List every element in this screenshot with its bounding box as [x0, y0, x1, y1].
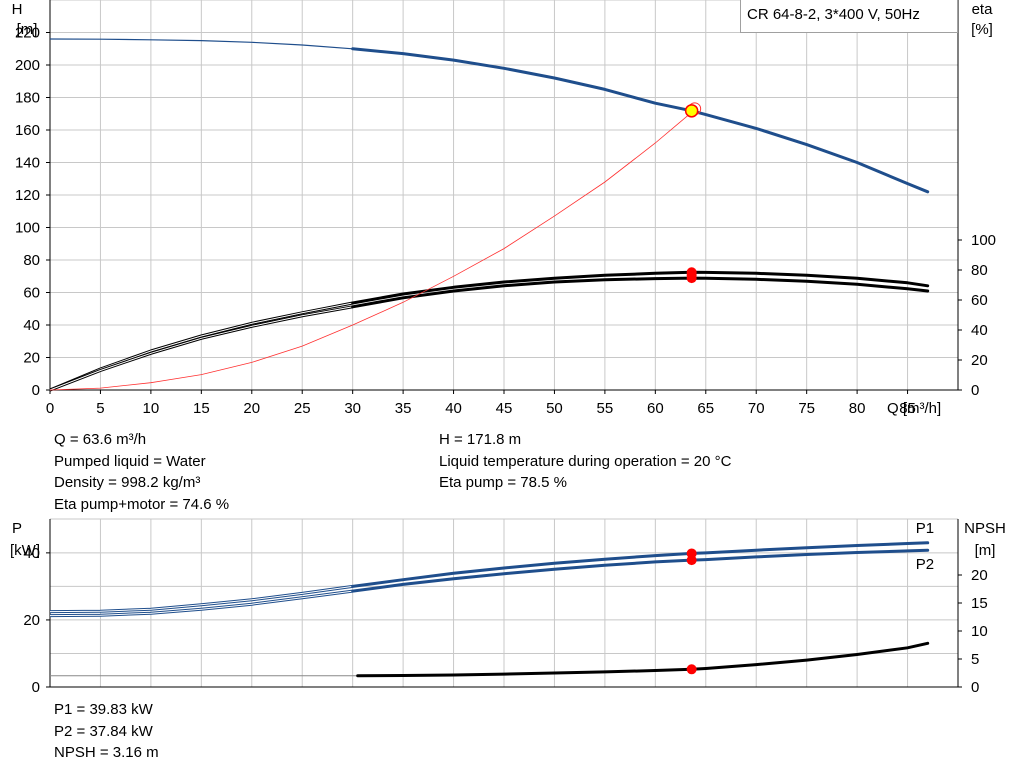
y-tick-label-left: 20	[23, 612, 40, 629]
y-tick-label-right: 5	[971, 651, 979, 668]
y-tick-label-left: 100	[15, 220, 40, 237]
y-tick-label-left: 60	[23, 285, 40, 302]
chart-title-box: CR 64-8-2, 3*400 V, 50Hz	[740, 0, 958, 33]
x-tick-label: 20	[243, 400, 260, 417]
y-axis-unit-left: [m]	[17, 21, 38, 38]
y-tick-label-left: 40	[23, 545, 40, 562]
y-tick-label-left: 40	[23, 317, 40, 334]
efficiency-marker	[686, 273, 697, 284]
x-tick-label: 45	[496, 400, 513, 417]
y-axis-label-right: NPSH	[964, 520, 1006, 537]
x-tick-label: 35	[395, 400, 412, 417]
duty-point-marker	[684, 104, 699, 118]
info-p2: P2 = 37.84 kW	[54, 722, 153, 740]
eta-total-curve-extrapolated-inner	[49, 306, 353, 391]
x-tick-label: 25	[294, 400, 311, 417]
x-tick-label: 15	[193, 400, 210, 417]
npsh-curve	[356, 641, 930, 678]
y-tick-label-right: 10	[971, 623, 988, 640]
info-liquid: Pumped liquid = Water	[54, 452, 206, 470]
y-axis-unit-right: [m]	[975, 542, 996, 559]
x-tick-label: 60	[647, 400, 664, 417]
head-chart-lines	[49, 38, 930, 392]
y-tick-label-left: 120	[15, 187, 40, 204]
info-flow: Q = 63.6 m³/h	[54, 431, 147, 448]
y-tick-label-right: 60	[971, 292, 988, 309]
info-npsh: NPSH = 3.16 m	[54, 744, 159, 761]
x-tick-label: 65	[697, 400, 714, 417]
x-tick-label: 40	[445, 400, 462, 417]
head-chart-frame	[46, 0, 962, 394]
y-axis-label-right: eta	[972, 1, 994, 18]
head-chart-markers	[684, 102, 702, 284]
info-p1: P1 = 39.83 kW	[54, 701, 153, 718]
system-curve	[49, 108, 696, 391]
p2-curve-extrapolated-inner	[49, 590, 353, 617]
y-tick-label-left: 200	[15, 57, 40, 74]
info-bottom: P1 = 39.83 kW P2 = 37.84 kW NPSH = 3.16 …	[54, 699, 159, 764]
y-axis-label-left: H	[12, 1, 23, 18]
y-tick-label-left: 220	[15, 25, 40, 42]
y-tick-label-right: 20	[971, 352, 988, 369]
power-chart-lines	[49, 541, 930, 678]
x-tick-label: 5	[96, 400, 104, 417]
eta-total-curve	[351, 276, 930, 309]
x-tick-label: 85	[899, 400, 916, 417]
operating-marker	[686, 664, 697, 675]
y-tick-label-right: 100	[971, 232, 996, 249]
y-tick-label-left: 80	[23, 252, 40, 269]
y-axis-unit-left: [kW]	[10, 542, 40, 559]
x-tick-label: 50	[546, 400, 563, 417]
y-axis-label-left: P	[12, 520, 22, 537]
y-tick-label-left: 180	[15, 90, 40, 107]
eta-pump-curve	[351, 270, 930, 305]
series-label-p2: P2	[916, 556, 934, 573]
y-tick-label-right: 80	[971, 262, 988, 279]
x-tick-label: 0	[46, 400, 54, 417]
info-top-left: Q = 63.6 m³/h Pumped liquid = Water Dens…	[54, 429, 229, 515]
head-chart-grid	[49, 0, 959, 391]
info-temperature: Liquid temperature during operation = 20…	[439, 452, 732, 470]
p1-curve-extrapolated-inner	[49, 585, 353, 613]
info-eta-pump: Eta pump = 78.5 %	[439, 474, 567, 491]
y-tick-label-right: 20	[971, 567, 988, 584]
y-axis-unit-right: [%]	[971, 21, 993, 38]
y-tick-label-right: 15	[971, 595, 988, 612]
y-tick-label-left: 140	[15, 155, 40, 172]
y-tick-label-right: 0	[971, 382, 979, 399]
power-chart-labels: 0 20 40 0 5 10 15 20 P [kW] NPSH [m] P1 P2	[10, 520, 1006, 696]
y-tick-label-left: 160	[15, 122, 40, 139]
y-tick-label-right: 0	[971, 679, 979, 696]
x-tick-label: 10	[143, 400, 160, 417]
y-tick-label-left: 0	[32, 679, 40, 696]
head-chart-labels: 0 5 10 15 20 25 30 35 40 45 50 55 60 65 70 75 80 85Q [m³/…	[12, 1, 996, 417]
head-curve	[351, 47, 930, 194]
y-tick-label-left: 20	[23, 350, 40, 367]
x-tick-label: 30	[344, 400, 361, 417]
chart-title: CR 64-8-2, 3*400 V, 50Hz	[747, 6, 920, 23]
x-tick-label: 80	[849, 400, 866, 417]
p2-curve	[351, 548, 930, 593]
power-chart-frame	[46, 519, 962, 688]
y-tick-label-right: 40	[971, 322, 988, 339]
power-chart-markers	[686, 548, 697, 675]
x-tick-label: 70	[748, 400, 765, 417]
operating-marker	[686, 555, 697, 566]
power-chart-grid	[49, 518, 959, 687]
info-density: Density = 998.2 kg/m³	[54, 474, 201, 491]
x-tick-label: 75	[798, 400, 815, 417]
info-head: H = 171.8 m	[439, 431, 522, 448]
y-tick-label-left: 0	[32, 382, 40, 399]
info-eta-total: Eta pump+motor = 74.6 %	[54, 495, 230, 513]
x-tick-label: 55	[597, 400, 614, 417]
x-axis-label: Q [m³/h]	[887, 400, 941, 417]
head-curve-extrapolated	[49, 38, 353, 50]
p1-curve	[351, 541, 930, 588]
series-label-p1: P1	[916, 520, 934, 537]
info-top-right: H = 171.8 m Liquid temperature during op…	[439, 429, 731, 494]
